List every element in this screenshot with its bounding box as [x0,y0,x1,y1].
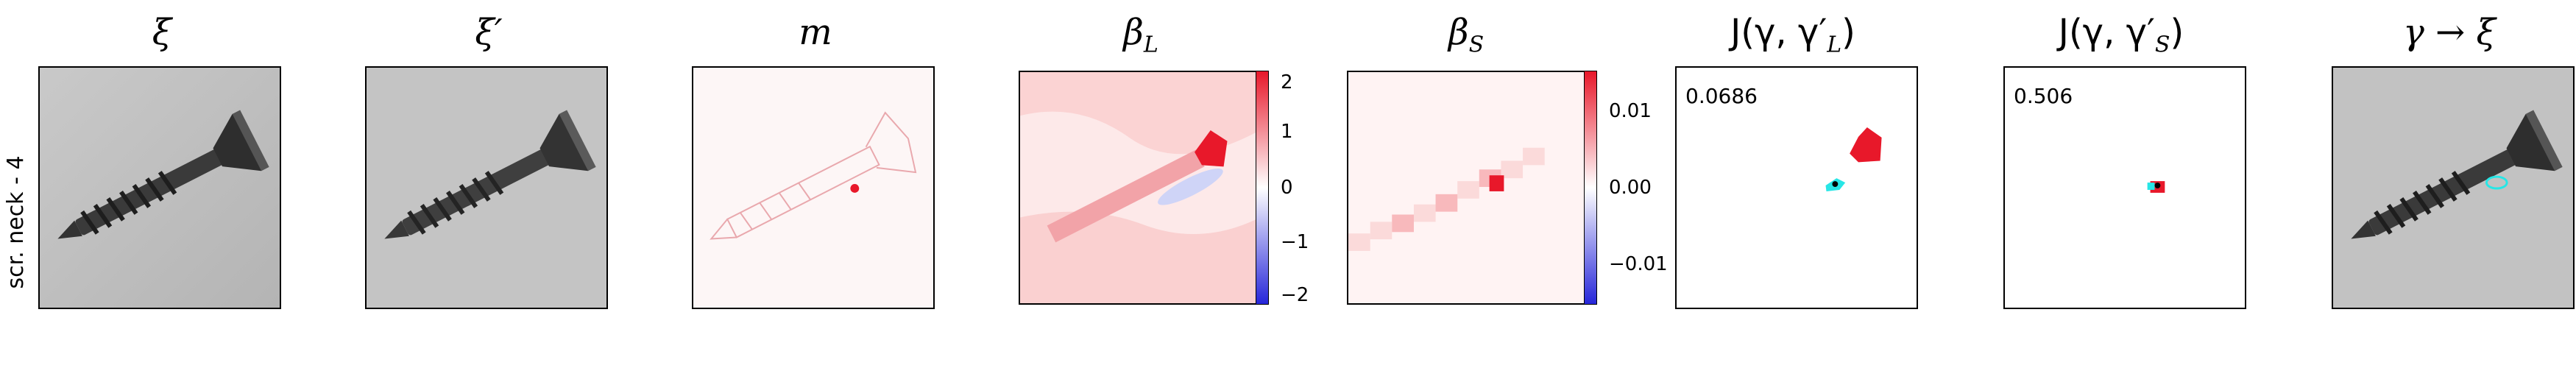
title-m: m [799,12,832,53]
beta-s-heatmap [1348,72,1588,303]
cbar-s-tick: 0.01 [1609,100,1652,122]
title-j-l: J(γ, γ′L) [1730,12,1855,58]
colorbar-beta-s [1584,71,1597,305]
screw-image-reconstructed [367,68,606,308]
score-j-l: 0.0686 [1685,84,1758,108]
panel-xi-image [38,66,281,309]
panel-m-map [692,66,935,309]
title-gamma-xi: γ → ξ [2403,12,2496,53]
panel-beta-l-map [1019,71,1262,305]
score-j-s: 0.506 [2014,84,2073,108]
panel-j-s: 0.506 [2003,66,2246,309]
title-xi: ξ [152,12,172,53]
colorbar-beta-l [1256,71,1269,305]
title-beta-l: βL [1123,12,1158,58]
panel-xi-prime-image [365,66,608,309]
cbar-l-tick: 1 [1281,121,1293,143]
panel-beta-s-map [1347,71,1590,305]
cbar-l-tick: −2 [1281,284,1309,306]
panel-j-l: 0.0686 [1675,66,1918,309]
cbar-l-tick: 2 [1281,71,1293,93]
screw-with-region [2333,68,2573,308]
j-l-overlay [1825,127,1882,191]
screw-image [40,68,280,308]
panel-gamma-xi [2332,66,2575,309]
cbar-l-tick: −1 [1281,231,1309,253]
beta-l-heatmap [1020,72,1260,303]
title-beta-s: βS [1448,12,1485,58]
m-heatmap [693,68,933,308]
cbar-s-tick: −0.01 [1609,253,1668,275]
cbar-l-tick: 0 [1281,177,1293,199]
title-j-s: J(γ, γ′S) [2058,12,2184,58]
title-xi-prime: ξ′ [475,12,503,53]
j-s-overlay [2147,181,2165,193]
cbar-s-tick: 0.00 [1609,177,1652,199]
